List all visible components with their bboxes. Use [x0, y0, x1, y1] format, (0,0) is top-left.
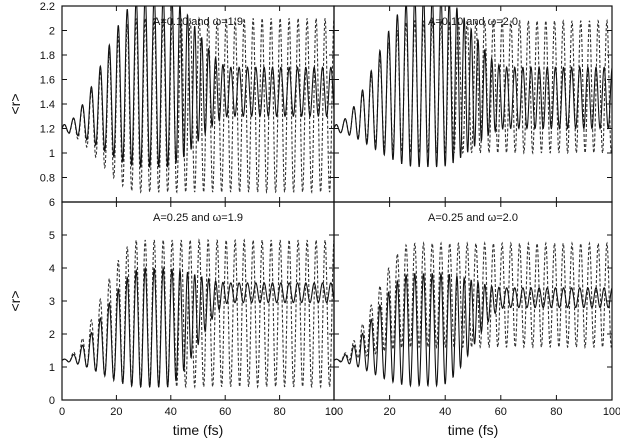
y-tick-label: 2.2 [40, 1, 55, 13]
y-tick-label: 1.8 [40, 50, 55, 62]
panel-bottom-right-series [334, 241, 612, 388]
y-tick-label: 5 [49, 230, 55, 242]
series-solid-line [334, 271, 612, 388]
y-axis-title-top: <r> [7, 93, 23, 114]
y-tick-label: 1.2 [40, 124, 55, 136]
panel-title-bottom-right: A=0.25 and ω=2.0 [428, 212, 518, 224]
series-solid-line [62, 266, 334, 389]
x-tick-label: 80 [550, 406, 562, 418]
series-dashed-line [62, 16, 334, 195]
series-solid-line [62, 6, 334, 169]
y-tick-label: 0.8 [40, 173, 55, 185]
x-tick-label: 0 [59, 406, 65, 418]
series-solid-line [334, 6, 612, 168]
y-tick-label: 2 [49, 329, 55, 341]
y-tick-label: 1.4 [40, 99, 55, 111]
x-tick-label: 20 [110, 406, 122, 418]
x-tick-label: 0 [331, 406, 337, 418]
panel-bottom-left-series [62, 237, 334, 389]
panel-title-top-left: A=0.10 and ω=1.9 [153, 16, 243, 28]
y-tick-label: 2 [49, 26, 55, 38]
x-axis-title-left: time (fs) [173, 422, 224, 438]
x-tick-label: 60 [219, 406, 231, 418]
series-dashed-line [62, 237, 334, 389]
x-tick-label: 40 [165, 406, 177, 418]
y-tick-label: 1 [49, 148, 55, 160]
panel-title-bottom-left: A=0.25 and ω=1.9 [153, 212, 243, 224]
y-tick-label: 1 [49, 362, 55, 374]
x-tick-label: 40 [439, 406, 451, 418]
y-axis-title-bottom: <r> [7, 290, 23, 311]
x-tick-label: 60 [495, 406, 507, 418]
y-tick-label: 1.6 [40, 75, 55, 87]
panel-frame-bottom-left [61, 201, 335, 401]
panel-top-right-series [334, 6, 612, 168]
y-tick-label: 6 [49, 197, 55, 209]
x-tick-label: 20 [383, 406, 395, 418]
y-tick-label: 3 [49, 296, 55, 308]
y-tick-label: 4 [49, 263, 55, 275]
x-tick-label: 80 [273, 406, 285, 418]
x-tick-label: 100 [325, 406, 343, 418]
panel-top-left-series [62, 6, 334, 195]
x-tick-label: 100 [603, 406, 620, 418]
x-axis-title-right: time (fs) [448, 422, 499, 438]
y-tick-label: 0 [49, 395, 55, 407]
panel-title-top-right: A=0.10 and ω=2.0 [428, 16, 518, 28]
